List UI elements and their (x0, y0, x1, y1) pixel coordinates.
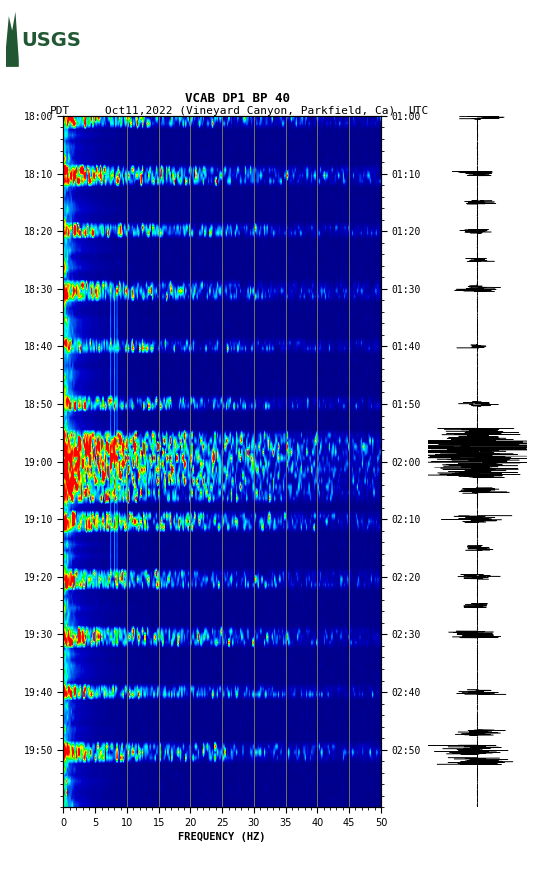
Text: USGS: USGS (22, 31, 81, 50)
Text: UTC: UTC (408, 106, 429, 116)
X-axis label: FREQUENCY (HZ): FREQUENCY (HZ) (178, 832, 266, 842)
Text: PDT: PDT (50, 106, 70, 116)
Text: VCAB DP1 BP 40: VCAB DP1 BP 40 (185, 92, 290, 105)
Text: Oct11,2022 (Vineyard Canyon, Parkfield, Ca): Oct11,2022 (Vineyard Canyon, Parkfield, … (105, 106, 395, 116)
Polygon shape (6, 12, 19, 67)
